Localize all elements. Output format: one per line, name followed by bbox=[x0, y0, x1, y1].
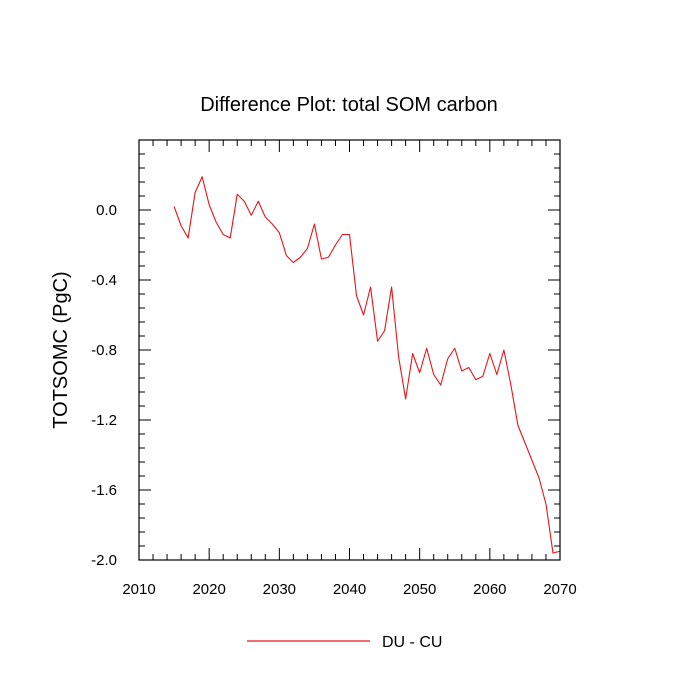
y-tick-label: -2.0 bbox=[91, 552, 117, 569]
x-tick-label: 2020 bbox=[192, 581, 225, 598]
x-tick-label: 2010 bbox=[122, 581, 155, 598]
x-tick-label: 2030 bbox=[263, 581, 296, 598]
y-tick-label: -1.6 bbox=[91, 482, 117, 499]
y-tick-label: -0.8 bbox=[91, 342, 117, 359]
series-layer bbox=[173, 176, 561, 554]
y-tick-label: -0.4 bbox=[91, 272, 117, 289]
x-tick-label: 2070 bbox=[543, 581, 576, 598]
y-tick-label: -1.2 bbox=[91, 412, 117, 429]
chart-title: Difference Plot: total SOM carbon bbox=[200, 94, 498, 116]
x-tick-label: 2060 bbox=[473, 581, 506, 598]
legend-label: DU - CU bbox=[382, 634, 442, 651]
axis-ticks bbox=[138, 140, 561, 561]
y-axis-label: TOTSOMC (PgC) bbox=[50, 271, 72, 428]
series-line-du-cu bbox=[173, 176, 561, 554]
plot-area-frame bbox=[138, 139, 561, 561]
x-tick-label: 2040 bbox=[333, 581, 366, 598]
tick-labels: 2010 2020 2030 2040 2050 2060 2070 -2.0 -1.6 -1.2… bbox=[91, 202, 577, 598]
legend: DU - CU bbox=[247, 634, 442, 651]
y-tick-label: 0.0 bbox=[96, 202, 117, 219]
x-tick-label: 2050 bbox=[403, 581, 436, 598]
